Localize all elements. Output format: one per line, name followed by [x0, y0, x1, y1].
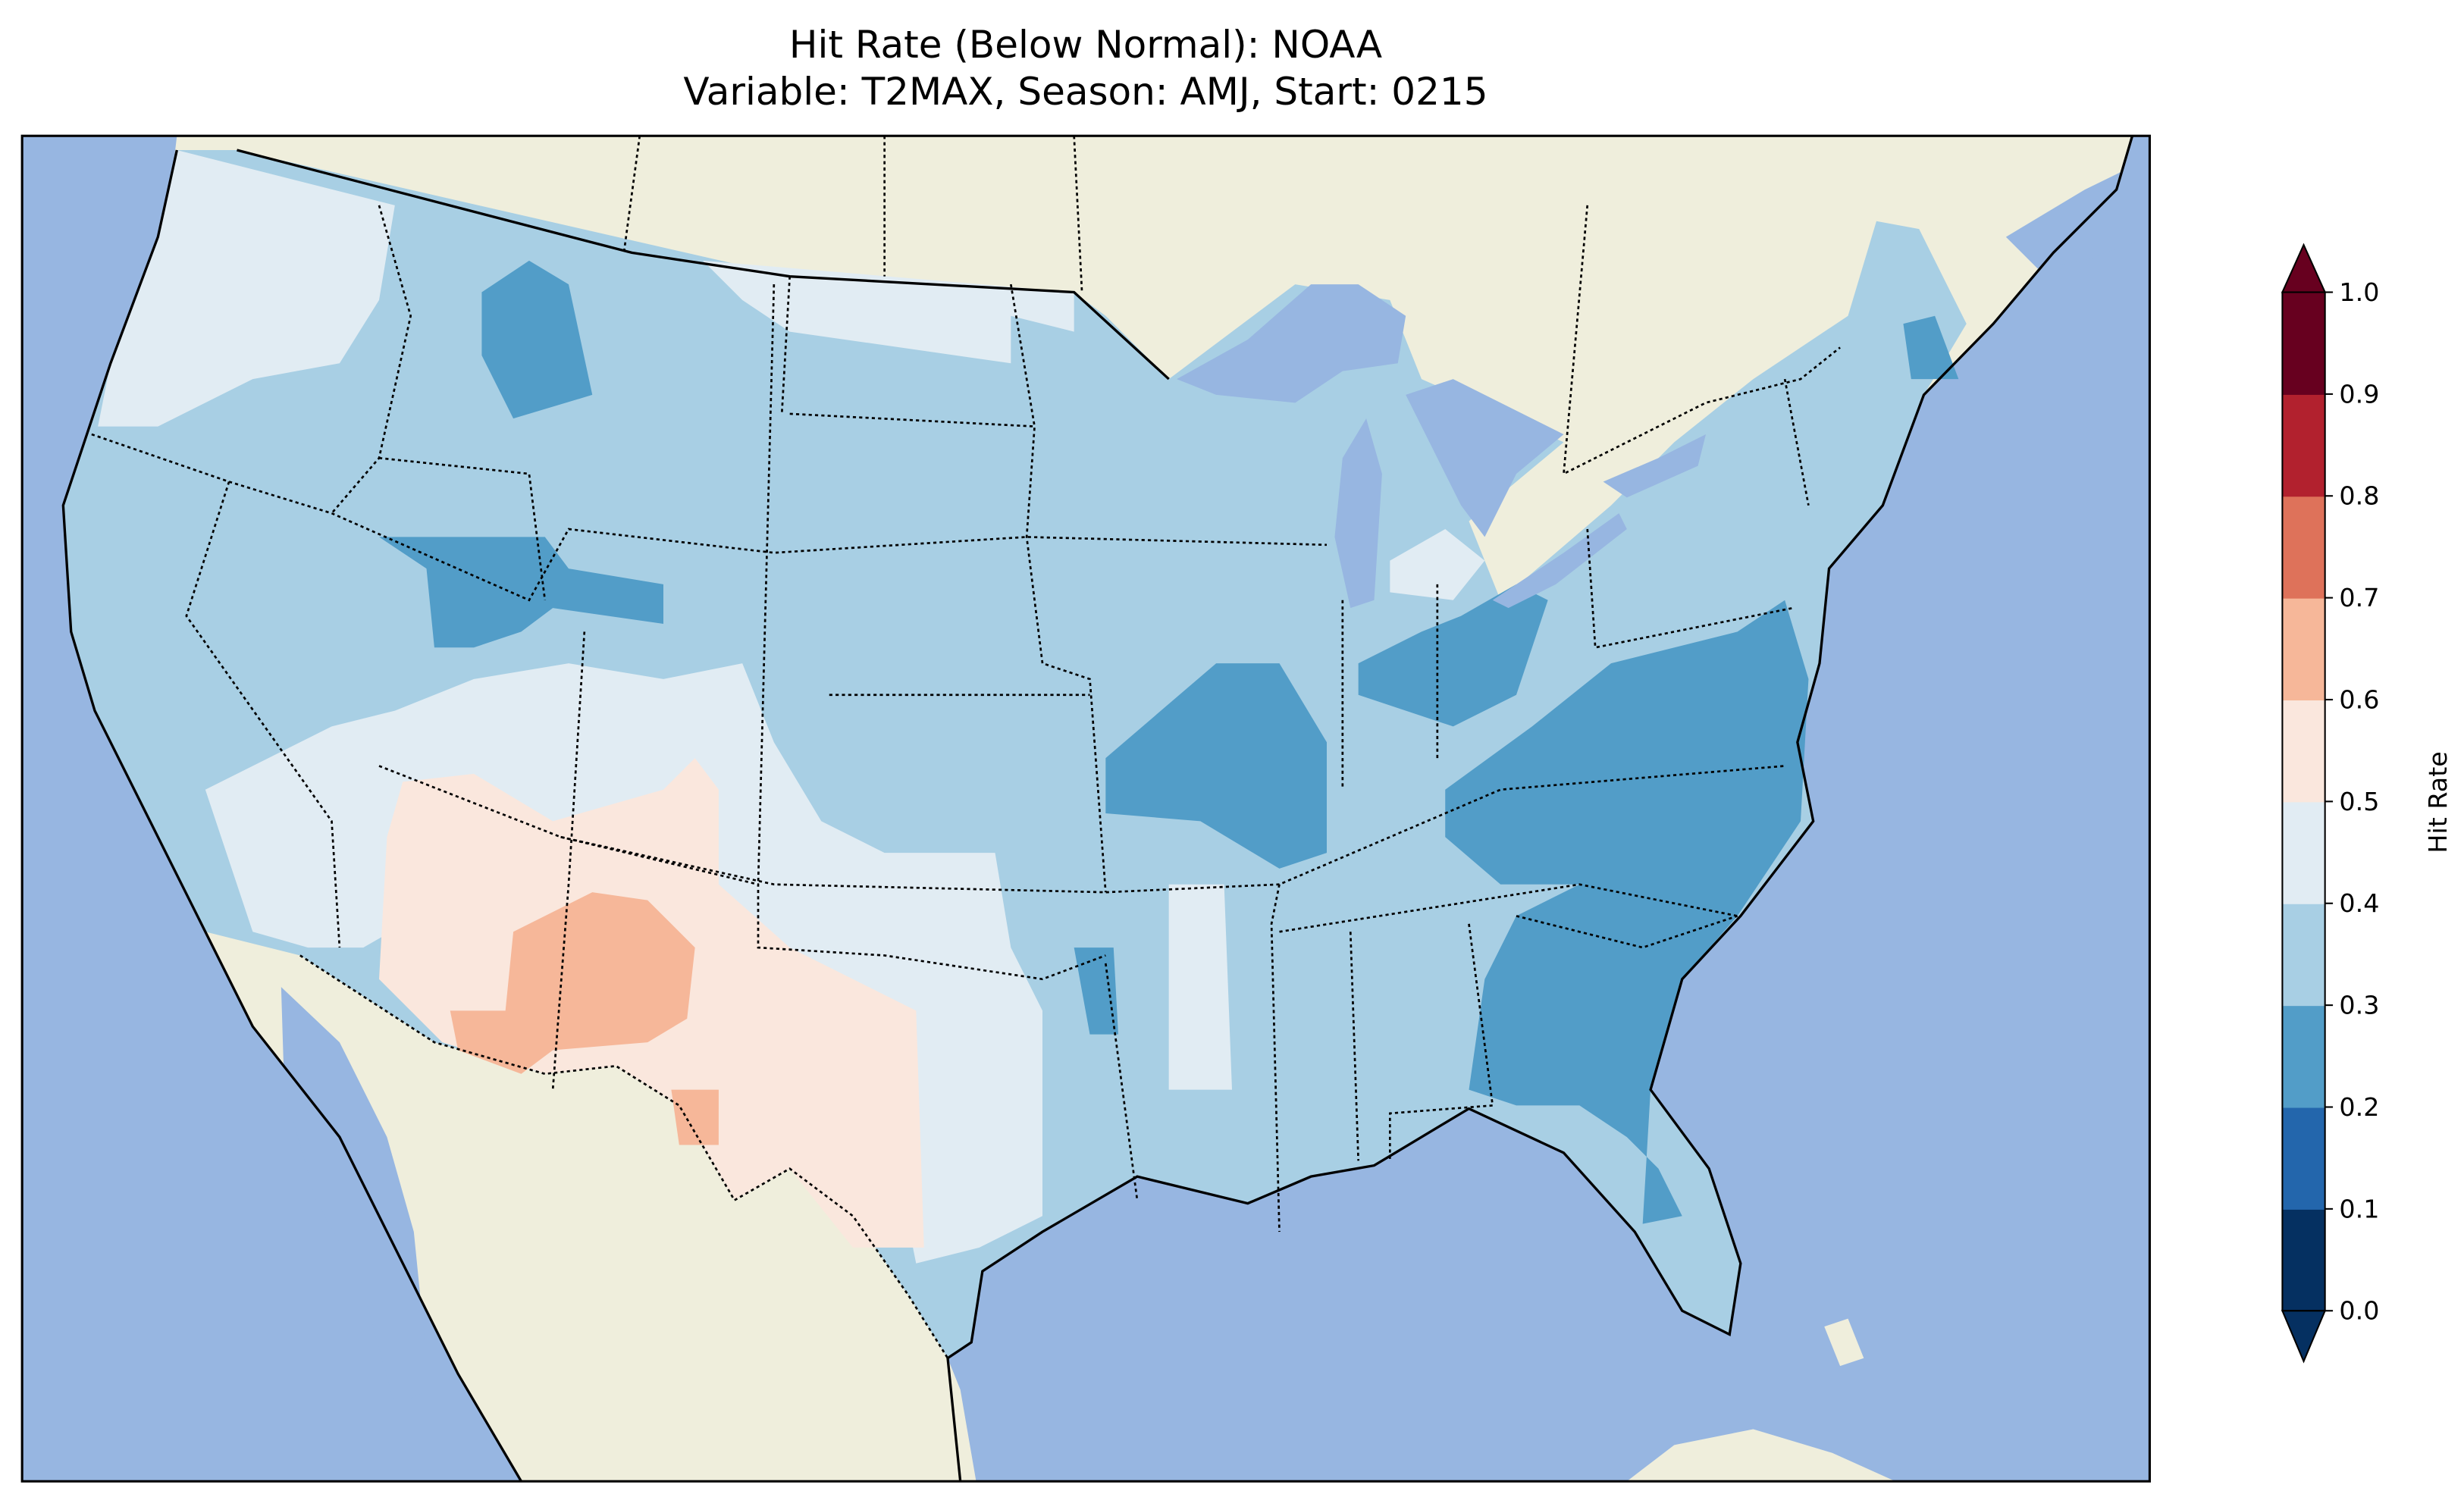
- colorbar-label: Hit Rate: [2423, 751, 2453, 853]
- coastline: [61, 149, 522, 1482]
- gulf-atlantic-coastline: [946, 136, 2134, 1482]
- colorbar: 0.0 0.1 0.2 0.3 0.4 0.5 0.6 0.7 0.8 0.9 1.0: [2281, 243, 2379, 1364]
- lake-superior: [1177, 284, 1406, 403]
- colorbar-tick-label: 0.1: [2339, 1194, 2379, 1223]
- colorbar-tick-label: 0.6: [2339, 684, 2379, 714]
- colorbar-segment: [2282, 1005, 2325, 1108]
- colorbar-tick-label: 0.5: [2339, 787, 2379, 816]
- region-michigan-south: [1390, 529, 1485, 600]
- colorbar-segment: [2282, 1107, 2325, 1210]
- colorbar-tick-label: 0.7: [2339, 583, 2379, 612]
- lake-huron: [1406, 379, 1564, 537]
- state-borders: [91, 136, 1841, 1232]
- region-pacific-northwest: [98, 150, 395, 427]
- colorbar-tick-label: 1.0: [2339, 277, 2379, 307]
- colorbar-tick-label: 0.4: [2339, 888, 2379, 918]
- great-lakes: [1177, 284, 1706, 609]
- hit-rate-0.6-0.7-regions: [450, 892, 719, 1145]
- lake-michigan: [1334, 418, 1382, 609]
- colorbar-tick-label: 0.9: [2339, 379, 2379, 409]
- title-line-1: Hit Rate (Below Normal): NOAA: [788, 23, 1383, 67]
- colorbar-segment: [2282, 903, 2325, 1007]
- map-title: Hit Rate (Below Normal): NOAA Variable: …: [0, 21, 2171, 115]
- colorbar-tick-label: 0.0: [2339, 1296, 2379, 1326]
- region-ohio-indiana: [1358, 584, 1548, 727]
- colorbar-segment: [2282, 801, 2325, 904]
- colorbar-segment: [2282, 292, 2325, 395]
- colorbar-segment: [2282, 393, 2325, 497]
- region-missouri-illinois: [1105, 663, 1327, 869]
- bahamas-island: [1824, 1318, 1864, 1367]
- pacific-ocean: [22, 136, 522, 1482]
- map-frame: [20, 134, 2151, 1483]
- colorbar-tick-label: 0.2: [2339, 1092, 2379, 1122]
- us-canada-border: [237, 149, 1170, 381]
- lake-ontario: [1603, 434, 1706, 498]
- colorbar-segment: [2282, 496, 2325, 599]
- colorbar-extend-max: [2281, 243, 2327, 293]
- lake-erie: [1492, 513, 1627, 609]
- map-area: [22, 136, 2150, 1482]
- title-line-2: Variable: T2MAX, Season: AMJ, Start: 021…: [683, 70, 1488, 114]
- colorbar-segment: [2282, 597, 2325, 701]
- region-mississippi-valley: [1168, 884, 1232, 1090]
- colorbar-tick-label: 0.8: [2339, 481, 2379, 511]
- region-idaho-montana: [481, 260, 593, 419]
- atlantic-and-gulf: [948, 136, 2150, 1482]
- colorbar-segment: [2282, 700, 2325, 803]
- gulf-of-st-lawrence: [2005, 158, 2150, 269]
- region-southern-arizona-new-mexico: [450, 892, 695, 1074]
- cuba-landmass: [1626, 1429, 1895, 1482]
- region-maine: [1903, 315, 1959, 380]
- us-mexico-border: [299, 954, 949, 1359]
- colorbar-segment: [2282, 1208, 2325, 1312]
- gulf-of-california: [281, 987, 430, 1406]
- region-west-texas: [671, 1089, 719, 1145]
- colorbar-extend-min: [2281, 1310, 2327, 1364]
- region-southeast-atlantic: [1445, 600, 1809, 1224]
- region-arkansas-spot: [1074, 947, 1118, 1035]
- colorbar-tick-label: 0.3: [2339, 991, 2379, 1020]
- hit-rate-0.2-0.3-regions: [379, 260, 1959, 1224]
